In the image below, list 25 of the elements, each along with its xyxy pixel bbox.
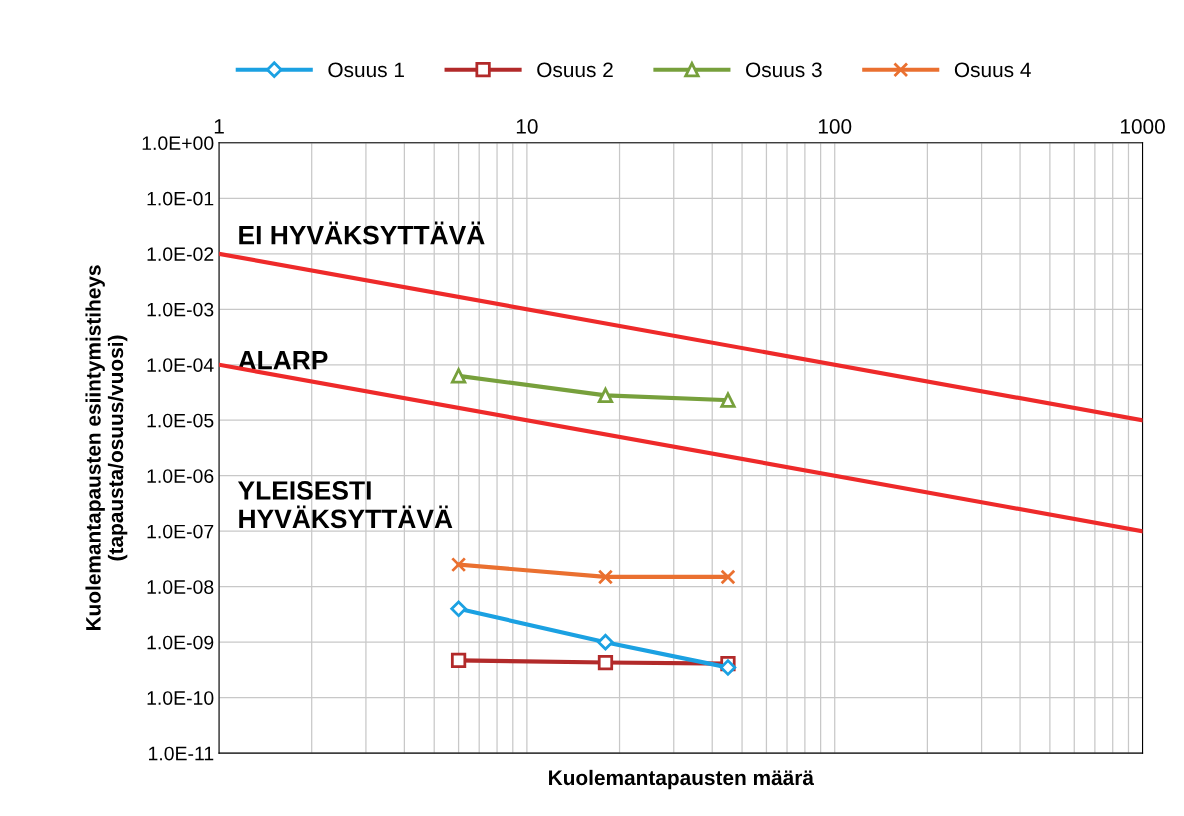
y-tick-label: 1.0E+00 xyxy=(142,136,214,151)
y-tick-label: 1.0E-02 xyxy=(147,247,214,262)
y-tick-label: 1.0E-06 xyxy=(147,469,214,483)
y-tick-label: 1.0E-01 xyxy=(147,191,214,206)
x-axis-title: Kuolemantapausten määrä xyxy=(549,769,815,790)
annotation: EI HYVÄKSYTTÄVÄ xyxy=(239,221,485,245)
legend-label: Osuus 1 xyxy=(328,62,404,78)
x-tick-label: 100 xyxy=(818,119,852,134)
legend-label: Osuus 3 xyxy=(746,62,822,78)
legend-label: Osuus 2 xyxy=(537,62,613,78)
y-tick-label: 1.0E-07 xyxy=(147,524,214,539)
y-axis-title: Kuolemantapausten esiintymistiheys (tapausta/osuus/vuosi) xyxy=(85,265,128,631)
y-tick-label: 1.0E-05 xyxy=(147,413,214,428)
x-tick-label: 1 xyxy=(214,119,224,134)
y-tick-label: 1.0E-04 xyxy=(147,358,214,372)
x-tick-label: 10 xyxy=(516,119,538,134)
y-tick-label: 1.0E-08 xyxy=(147,580,214,594)
y-tick-label: 1.0E-11 xyxy=(149,746,214,761)
y-tick-label: 1.0E-03 xyxy=(147,302,214,317)
y-tick-label: 1.0E-10 xyxy=(147,691,214,705)
annotation: YLEISESTI HYVÄKSYTTÄVÄ xyxy=(237,481,453,529)
annotation: ALARP xyxy=(238,351,328,370)
x-tick-label: 1000 xyxy=(1120,119,1165,134)
legend-label: Osuus 4 xyxy=(954,62,1031,78)
y-tick-label: 1.0E-09 xyxy=(147,635,214,650)
